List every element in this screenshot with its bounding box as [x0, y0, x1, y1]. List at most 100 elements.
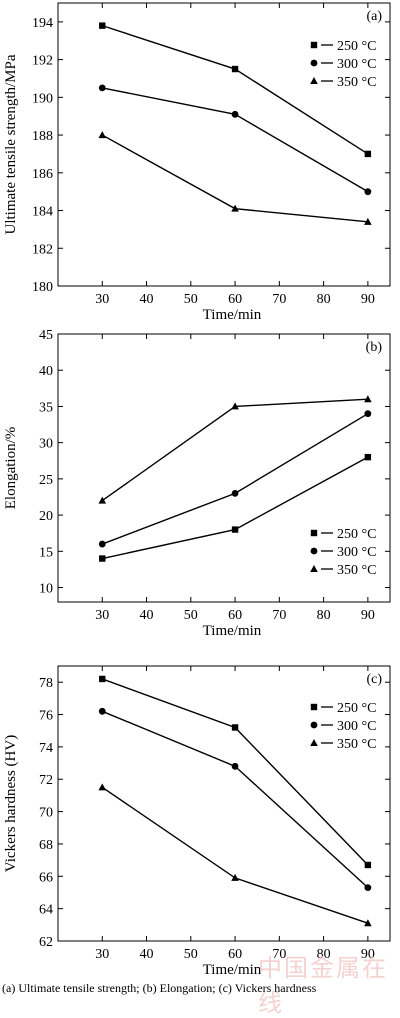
data-point: [231, 65, 239, 73]
y-tick-label: 72: [39, 773, 53, 788]
x-tick-label: 90: [361, 292, 375, 307]
y-tick-label: 10: [39, 582, 53, 597]
x-tick-label: 70: [272, 947, 286, 962]
legend-marker: [310, 529, 318, 537]
x-tick-label: 60: [228, 608, 242, 623]
x-tick-label: 90: [361, 608, 375, 623]
chart-panel-3: 30 40 50 60 70 80 90 62 64 66 68 70 72 74 76 78 Time/min…: [3, 665, 391, 978]
legend-label: 300 °C: [337, 719, 376, 734]
legend-label: 250 °C: [337, 701, 376, 716]
x-tick-label: 90: [361, 947, 375, 962]
y-tick-label: 25: [39, 473, 53, 488]
data-point: [364, 919, 372, 927]
y-tick-label: 68: [39, 838, 53, 853]
y-tick-label: 76: [39, 709, 53, 724]
chart-panel-1: 30 40 50 60 70 80 90 180 182 184 186 188 190 192 194 Ti…: [3, 2, 391, 323]
x-tick-label: 50: [184, 947, 198, 962]
y-tick-label: 64: [39, 903, 53, 918]
y-tick-label: 35: [39, 400, 53, 415]
y-tick-label: 194: [32, 16, 53, 31]
y-axis-label: Elongation/%: [3, 427, 19, 510]
x-tick-label: 80: [317, 947, 331, 962]
data-point: [364, 150, 372, 158]
x-tick-label: 50: [184, 292, 198, 307]
data-point: [98, 540, 106, 548]
plot-frame: [57, 665, 391, 942]
data-point: [364, 217, 372, 225]
series-line: [101, 398, 368, 502]
legend-label: 350 °C: [337, 563, 376, 578]
series-line: [101, 786, 369, 924]
legend-label: 350 °C: [337, 737, 376, 752]
x-tick-label: 80: [317, 608, 331, 623]
y-tick-label: 62: [39, 935, 53, 950]
x-tick-label: 30: [95, 608, 109, 623]
x-tick-label: 30: [95, 947, 109, 962]
y-tick-label: 192: [32, 54, 53, 69]
plot-frame: [57, 2, 391, 287]
legend-label: 350 °C: [337, 75, 376, 90]
data-point: [231, 762, 239, 770]
legend-marker: [310, 565, 318, 572]
y-tick-label: 184: [32, 205, 53, 220]
data-point: [364, 884, 372, 892]
data-point: [98, 707, 106, 715]
plot-frame: [57, 333, 391, 603]
legend-label: 250 °C: [337, 39, 376, 54]
legend-marker: [310, 77, 318, 84]
legend-label: 300 °C: [337, 57, 376, 72]
y-tick-label: 74: [39, 741, 53, 756]
data-point: [98, 496, 107, 504]
y-tick-label: 78: [39, 676, 53, 691]
data-point: [99, 675, 106, 683]
legend-marker: [310, 703, 318, 711]
x-axis-label: Time/min: [203, 307, 262, 323]
y-tick-label: 180: [32, 280, 53, 295]
legend-marker: [310, 59, 318, 67]
y-tick-label: 20: [39, 509, 53, 524]
legend-marker: [310, 547, 318, 555]
data-point: [364, 395, 372, 403]
y-tick-label: 190: [32, 91, 53, 106]
panel-tag: (a): [366, 9, 382, 24]
chart-panel-2: 30 40 50 60 70 80 90 10 15 20 25 30 35 40 45 Time/min El…: [3, 328, 391, 639]
y-tick-label: 40: [39, 364, 53, 379]
data-point: [98, 783, 107, 791]
x-tick-label: 70: [272, 292, 286, 307]
y-tick-label: 186: [32, 167, 53, 182]
data-point: [231, 724, 239, 731]
legend-marker: [310, 41, 318, 49]
x-tick-label: 50: [184, 608, 198, 623]
x-tick-label: 60: [228, 292, 242, 307]
y-axis-label: Ultimate tensile strength/MPa: [3, 54, 19, 234]
legend-label: 250 °C: [337, 527, 376, 542]
y-tick-label: 66: [39, 870, 53, 885]
data-point: [98, 131, 107, 139]
y-tick-label: 70: [39, 806, 53, 821]
x-axis-label: Time/min: [203, 623, 262, 639]
panel-tag: (b): [366, 340, 383, 355]
data-point: [99, 22, 106, 29]
x-tick-label: 40: [140, 608, 154, 623]
data-point: [231, 110, 239, 118]
legend-marker: [310, 721, 318, 729]
data-point: [231, 402, 239, 410]
data-point: [364, 861, 372, 869]
data-point: [99, 555, 106, 562]
data-point: [231, 489, 239, 497]
data-point: [98, 84, 106, 92]
y-tick-label: 30: [39, 437, 53, 452]
data-point: [231, 526, 239, 533]
x-tick-label: 80: [317, 292, 331, 307]
data-point: [364, 188, 372, 196]
legend-label: 300 °C: [337, 545, 376, 560]
panel-tag: (c): [366, 672, 382, 687]
y-tick-label: 188: [32, 129, 53, 144]
y-axis-label: Vickers hardness (HV): [3, 735, 19, 872]
data-point: [231, 873, 239, 881]
x-tick-label: 40: [140, 292, 154, 307]
y-tick-label: 15: [39, 545, 53, 560]
y-tick-label: 182: [32, 242, 53, 257]
legend-marker: [310, 739, 318, 746]
